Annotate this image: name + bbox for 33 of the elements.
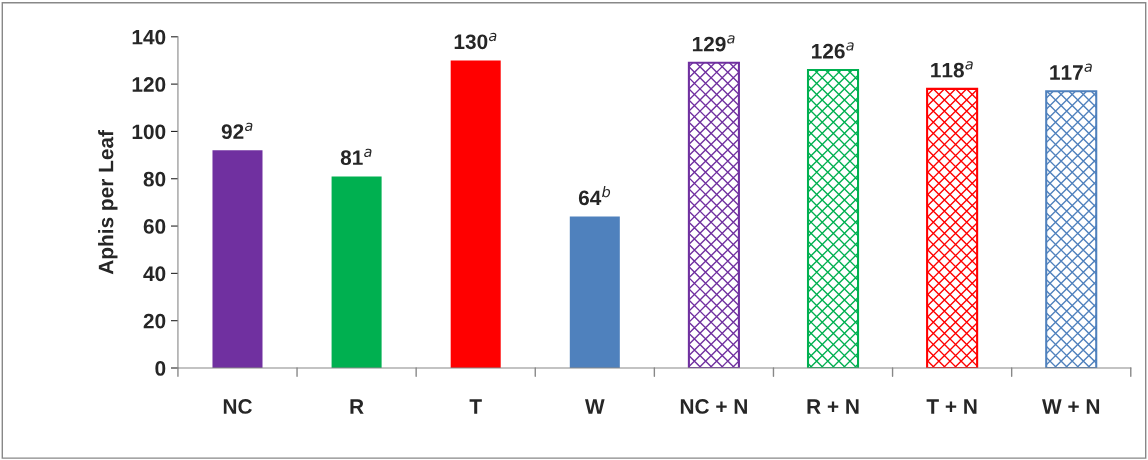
bar — [926, 87, 979, 368]
data-label: 130$^{a}$ — [454, 32, 497, 50]
data-label: 64$^{b}$ — [578, 186, 611, 206]
y-tick-label: 60 — [143, 219, 166, 234]
y-tick-label: 20 — [143, 313, 166, 329]
x-tick-label: W — [584, 399, 605, 414]
y-axis-title: Aphis per Leaf — [98, 130, 118, 275]
data-label: 129$^{a}$ — [692, 35, 735, 52]
x-tick-label: T + N — [926, 399, 977, 414]
x-tick-label: NC + N — [680, 399, 747, 414]
bar — [450, 60, 501, 368]
x-tick-label: T — [469, 399, 482, 414]
y-tick-label: 0 — [155, 361, 166, 376]
bar — [331, 176, 382, 368]
bar — [1045, 90, 1098, 368]
x-tick-label: R + N — [807, 399, 859, 414]
bar — [569, 216, 620, 368]
bar — [687, 61, 740, 368]
data-label: 117$^{a}$ — [1050, 63, 1092, 80]
bar — [212, 150, 263, 368]
data-label: 81$^{a}$ — [340, 148, 372, 166]
x-tick-label: R — [350, 399, 364, 414]
data-label: 126$^{a}$ — [812, 42, 854, 59]
y-tick-label: 80 — [143, 171, 166, 187]
bar — [806, 68, 860, 368]
data-label: 118$^{a}$ — [931, 61, 973, 78]
x-tick-label: NC — [223, 399, 252, 414]
data-label: 92$^{a}$ — [221, 122, 253, 140]
x-tick-label: W + N — [1042, 399, 1100, 414]
y-tick-label: 120 — [132, 77, 166, 92]
y-tick-label: 100 — [132, 124, 166, 140]
y-tick-label: 140 — [132, 29, 166, 45]
y-tick-label: 40 — [143, 266, 166, 282]
